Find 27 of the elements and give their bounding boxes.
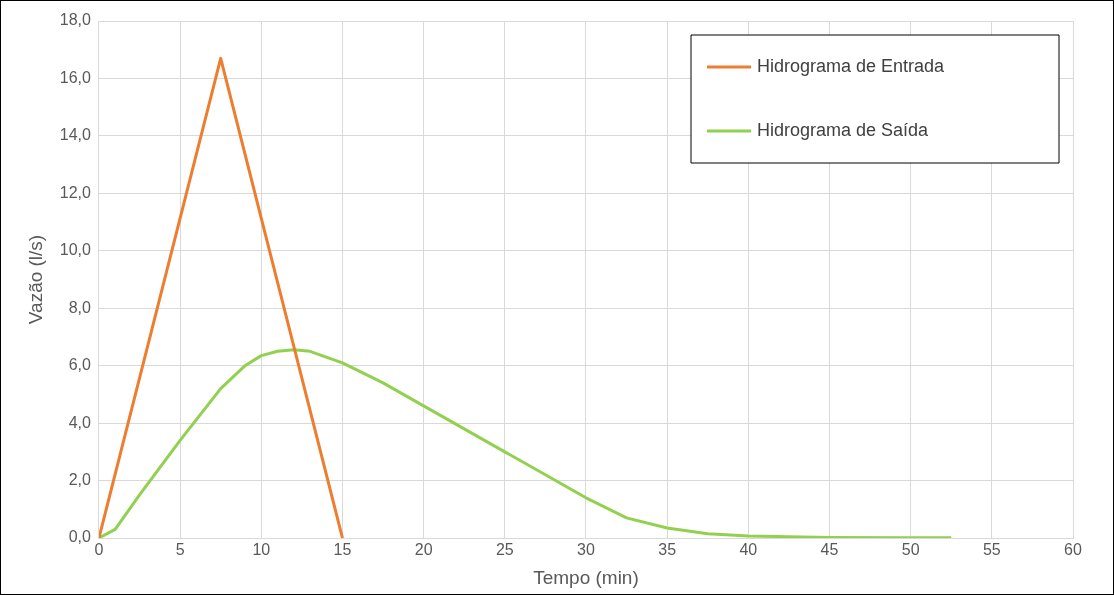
legend-label: Hidrograma de Saída <box>757 119 930 140</box>
x-tick-label: 5 <box>175 541 185 559</box>
x-axis-title: Tempo (min) <box>533 566 639 588</box>
x-tick-label: 35 <box>658 541 677 559</box>
y-tick-label: 8,0 <box>68 298 92 316</box>
x-tick-label: 0 <box>94 541 104 559</box>
legend-label: Hidrograma de Entrada <box>757 55 946 76</box>
y-tick-label: 12,0 <box>59 183 92 201</box>
x-tick-label: 40 <box>739 541 758 559</box>
y-tick-label: 0,0 <box>68 528 92 546</box>
y-tick-label: 2,0 <box>68 470 92 488</box>
x-tick-label: 15 <box>333 541 352 559</box>
x-tick-label: 25 <box>495 541 514 559</box>
x-tick-label: 10 <box>252 541 271 559</box>
y-tick-label: 14,0 <box>59 126 92 144</box>
x-tick-label: 20 <box>414 541 433 559</box>
x-tick-label: 30 <box>577 541 595 559</box>
x-tick-label: 55 <box>982 541 1001 559</box>
x-tick-label: 45 <box>820 541 839 559</box>
y-tick-label: 18,0 <box>59 11 92 29</box>
x-tick-label: 50 <box>901 541 920 559</box>
y-tick-label: 6,0 <box>68 356 92 374</box>
x-tick-label: 60 <box>1064 541 1082 559</box>
y-tick-label: 10,0 <box>59 241 92 259</box>
y-tick-label: 16,0 <box>59 68 92 86</box>
y-tick-label: 4,0 <box>68 413 92 431</box>
y-axis-title: Vazão (l/s) <box>24 234 46 325</box>
